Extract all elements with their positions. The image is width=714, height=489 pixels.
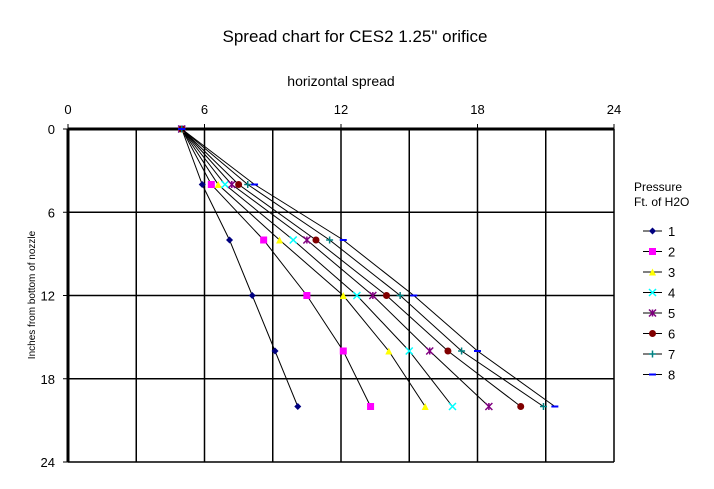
series-1 xyxy=(178,125,302,410)
legend: Pressure Ft. of H2O 1 2 3 4 5 6 7 8 xyxy=(634,180,689,383)
legend-label: 2 xyxy=(668,245,675,260)
data-point xyxy=(648,308,657,318)
series-layer xyxy=(177,124,559,411)
series-line xyxy=(181,128,544,407)
legend-label: 7 xyxy=(668,347,675,362)
y-tick-label: 6 xyxy=(48,205,55,220)
legend-label: 8 xyxy=(668,368,675,383)
data-point xyxy=(260,236,268,244)
x-axis-title: horizontal spread xyxy=(287,73,394,89)
chart-title: Spread chart for CES2 1.25" orifice xyxy=(223,27,488,46)
data-point xyxy=(271,347,279,355)
series-line xyxy=(181,128,453,407)
data-point xyxy=(226,236,234,244)
series-line xyxy=(181,128,299,407)
data-point xyxy=(425,346,434,356)
data-point xyxy=(302,235,311,245)
legend-label: 5 xyxy=(668,306,675,321)
data-point xyxy=(385,347,393,355)
data-point xyxy=(220,180,230,189)
data-point xyxy=(339,347,347,355)
data-point xyxy=(405,346,414,356)
data-point xyxy=(649,248,656,255)
data-point xyxy=(649,268,656,276)
legend-item-1: 1 xyxy=(643,224,675,239)
data-point xyxy=(248,292,256,299)
x-tick-labels: 0 6 12 18 24 xyxy=(64,102,621,129)
series-line xyxy=(181,128,426,407)
data-point xyxy=(312,236,320,244)
legend-title-line1: Pressure xyxy=(634,180,682,194)
y-tick-label: 0 xyxy=(48,122,55,137)
y-axis-title: Inches from bottom of nozzle xyxy=(27,230,38,359)
data-point xyxy=(326,236,334,244)
data-point xyxy=(539,403,547,410)
legend-label: 3 xyxy=(668,265,675,280)
legend-item-2: 2 xyxy=(643,245,675,260)
x-tick-label: 6 xyxy=(201,102,208,117)
x-tick-label: 0 xyxy=(64,102,71,117)
data-point xyxy=(648,288,657,297)
data-point xyxy=(383,292,390,299)
series-line xyxy=(181,128,490,407)
series-6 xyxy=(178,125,525,410)
y-tick-labels: 0 6 12 18 24 xyxy=(41,122,68,470)
data-point xyxy=(227,180,236,189)
data-point xyxy=(649,227,656,235)
legend-label: 4 xyxy=(668,286,675,301)
data-point xyxy=(448,402,457,411)
legend-items: 1 2 3 4 5 6 7 8 xyxy=(643,224,675,383)
data-point xyxy=(244,181,252,188)
data-point xyxy=(289,235,298,245)
data-point xyxy=(352,291,361,300)
series-5 xyxy=(177,124,493,411)
data-point xyxy=(649,330,656,337)
series-8 xyxy=(178,128,559,408)
legend-item-4: 4 xyxy=(643,286,675,301)
y-tick-label: 18 xyxy=(41,372,55,387)
data-point xyxy=(421,403,429,410)
data-point xyxy=(198,181,206,188)
data-point xyxy=(396,292,404,299)
x-tick-label: 12 xyxy=(334,102,348,117)
data-point xyxy=(339,292,347,299)
x-tick-label: 24 xyxy=(607,102,621,117)
series-3 xyxy=(178,125,429,410)
data-point xyxy=(276,236,284,244)
data-point xyxy=(484,402,493,411)
series-line xyxy=(181,128,556,407)
legend-item-5: 5 xyxy=(643,306,675,321)
data-point xyxy=(368,291,377,300)
data-point xyxy=(207,181,215,188)
data-point xyxy=(517,403,525,410)
legend-title-line2: Ft. of H2O xyxy=(634,195,689,209)
data-point xyxy=(649,350,656,358)
data-point xyxy=(367,403,375,410)
legend-label: 1 xyxy=(668,224,675,239)
legend-item-3: 3 xyxy=(643,265,675,280)
data-point xyxy=(214,181,222,188)
legend-item-8: 8 xyxy=(643,368,675,383)
data-point xyxy=(303,292,311,299)
data-point xyxy=(444,347,452,355)
legend-label: 6 xyxy=(668,327,675,342)
data-point xyxy=(235,181,243,188)
plot-grid xyxy=(66,127,615,463)
series-line xyxy=(181,128,372,407)
legend-item-7: 7 xyxy=(643,347,675,362)
x-tick-label: 18 xyxy=(470,102,484,117)
series-4 xyxy=(177,124,457,411)
y-tick-label: 12 xyxy=(41,289,55,304)
data-point xyxy=(458,347,466,355)
y-tick-label: 24 xyxy=(41,455,55,470)
series-7 xyxy=(178,125,547,410)
data-point xyxy=(294,403,302,410)
series-line xyxy=(181,128,522,407)
legend-item-6: 6 xyxy=(643,327,675,342)
